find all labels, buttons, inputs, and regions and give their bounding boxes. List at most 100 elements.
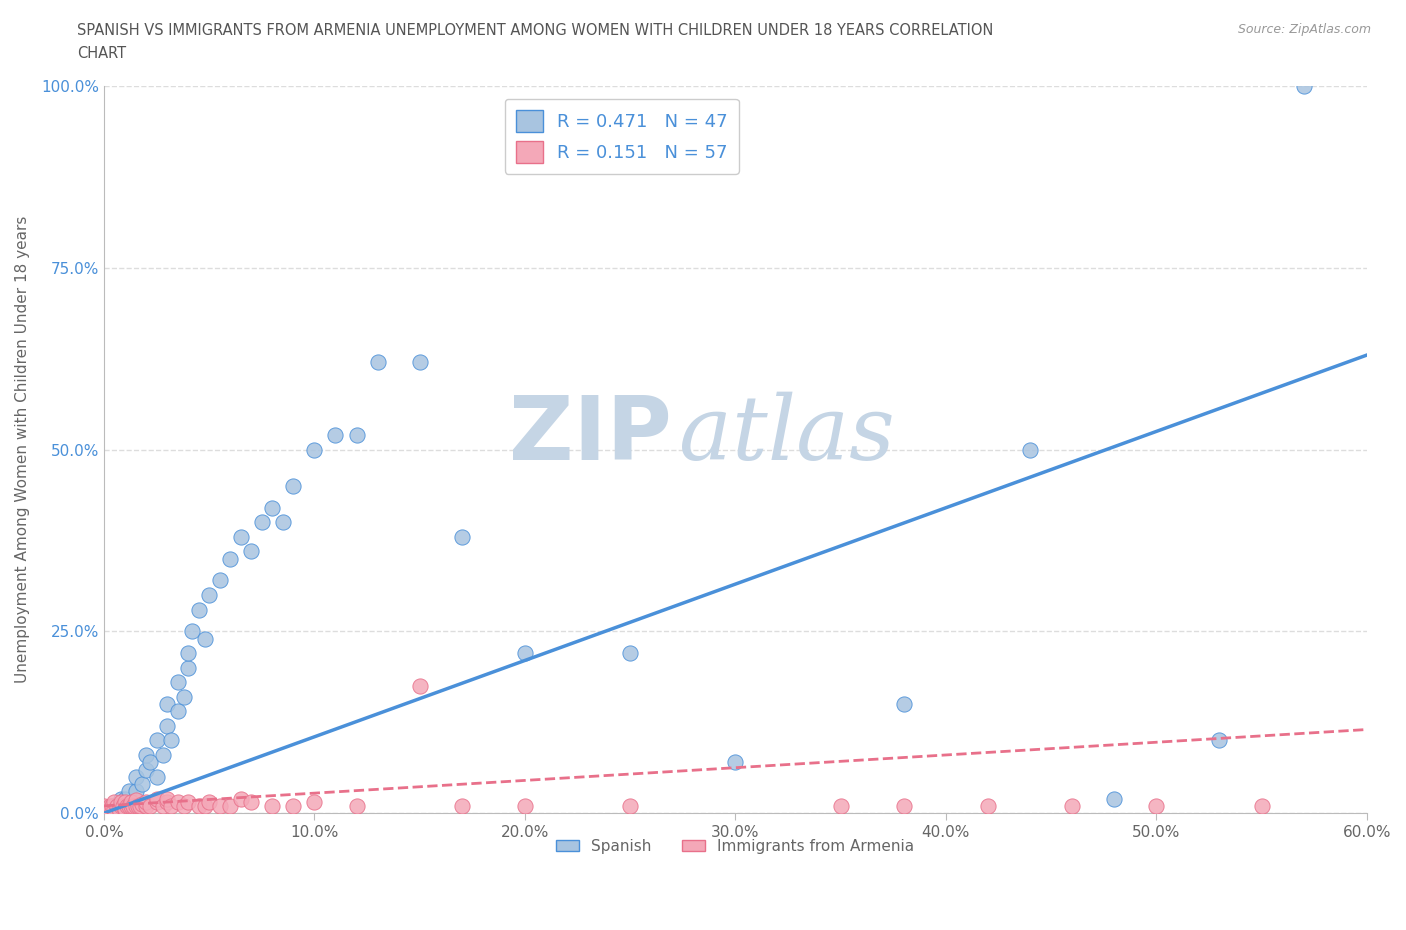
Point (177, 795, 200, 810)
Point (893, 799, 915, 814)
Point (346, 428, 368, 443)
Point (450, 799, 472, 814)
Point (166, 704, 188, 719)
Point (152, 799, 174, 814)
Y-axis label: Unemployment Among Women with Children Under 18 years: Unemployment Among Women with Children U… (15, 216, 30, 684)
Point (408, 679, 430, 694)
Point (240, 544, 263, 559)
Point (177, 660, 200, 675)
Point (156, 697, 179, 711)
Point (124, 799, 146, 814)
Point (93, 799, 115, 814)
Point (619, 645, 641, 660)
Point (110, 795, 132, 810)
Point (145, 733, 167, 748)
Point (110, 791, 132, 806)
Point (1144, 799, 1167, 814)
Point (156, 795, 179, 810)
Point (830, 799, 852, 814)
Text: CHART: CHART (77, 46, 127, 61)
Point (114, 802, 136, 817)
Point (103, 795, 125, 810)
Point (513, 799, 536, 814)
Point (1019, 442, 1042, 457)
Text: Source: ZipAtlas.com: Source: ZipAtlas.com (1237, 23, 1371, 36)
Point (346, 799, 368, 814)
Point (450, 529, 472, 544)
Point (1062, 799, 1084, 814)
Point (219, 551, 242, 566)
Point (135, 762, 157, 777)
Point (198, 795, 221, 810)
Point (97, 802, 120, 817)
Point (173, 689, 195, 704)
Point (139, 755, 162, 770)
Point (283, 479, 305, 494)
Point (105, 799, 128, 814)
Point (114, 795, 136, 810)
Point (250, 515, 273, 530)
Point (283, 799, 305, 814)
Point (156, 791, 179, 806)
Point (977, 799, 1000, 814)
Point (271, 515, 294, 530)
Point (101, 799, 124, 814)
Point (187, 602, 209, 617)
Point (240, 795, 263, 810)
Point (166, 795, 188, 810)
Point (1292, 79, 1315, 94)
Point (304, 442, 326, 457)
Point (219, 799, 242, 814)
Point (262, 799, 284, 814)
Legend: Spanish, Immigrants from Armenia: Spanish, Immigrants from Armenia (550, 832, 921, 860)
Point (187, 799, 209, 814)
Point (139, 799, 162, 814)
Point (135, 795, 157, 810)
Point (127, 799, 149, 814)
Point (177, 645, 200, 660)
Point (145, 795, 167, 810)
Point (619, 799, 641, 814)
Point (198, 588, 221, 603)
Point (1250, 799, 1272, 814)
Text: SPANISH VS IMMIGRANTS FROM ARMENIA UNEMPLOYMENT AMONG WOMEN WITH CHILDREN UNDER : SPANISH VS IMMIGRANTS FROM ARMENIA UNEMP… (77, 23, 994, 38)
Text: atlas: atlas (679, 392, 894, 479)
Point (124, 769, 146, 784)
Point (93, 802, 115, 817)
Point (325, 428, 347, 443)
Point (408, 355, 430, 370)
Point (194, 799, 217, 814)
Point (173, 799, 195, 814)
Point (122, 799, 145, 814)
Point (156, 719, 179, 734)
Point (145, 769, 167, 784)
Point (304, 795, 326, 810)
Point (893, 697, 915, 711)
Point (194, 631, 217, 646)
Point (135, 799, 157, 814)
Point (118, 784, 141, 799)
Point (111, 799, 134, 814)
Point (131, 777, 153, 791)
Point (115, 799, 138, 814)
Point (118, 799, 141, 814)
Point (1208, 733, 1230, 748)
Point (120, 799, 142, 814)
Point (367, 355, 389, 370)
Point (229, 529, 252, 544)
Point (120, 795, 142, 810)
Point (107, 802, 129, 817)
Point (160, 799, 183, 814)
Point (160, 733, 183, 748)
Point (152, 748, 174, 763)
Point (114, 791, 136, 806)
Point (1102, 791, 1125, 806)
Point (208, 573, 231, 588)
Point (131, 797, 153, 812)
Point (513, 645, 536, 660)
Point (166, 675, 188, 690)
Point (724, 755, 747, 770)
Point (128, 799, 150, 814)
Point (124, 792, 146, 807)
Point (135, 748, 157, 763)
